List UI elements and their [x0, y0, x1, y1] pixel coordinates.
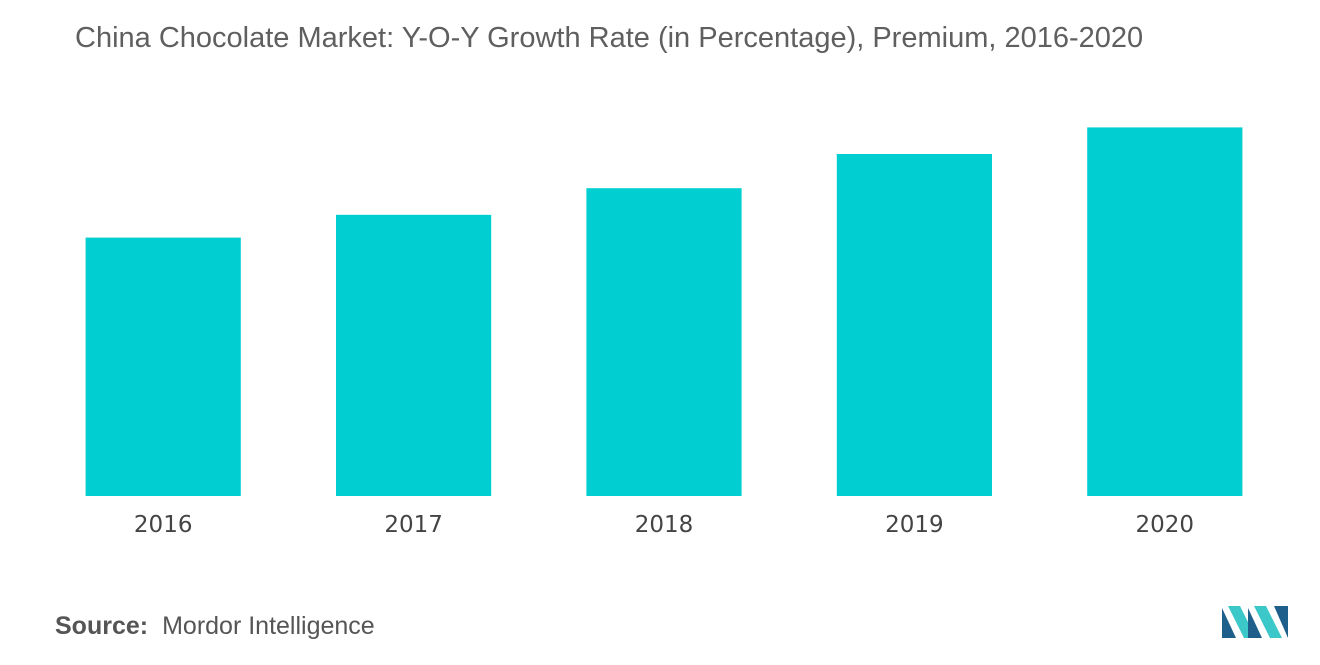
bar-group	[85, 127, 1243, 497]
x-axis-tick-labels: 2016 2017 2018 2019 2020	[134, 512, 1194, 538]
bar-2018	[586, 188, 742, 496]
x-tick-label-2017: 2017	[384, 512, 443, 538]
x-tick-label-2020: 2020	[1136, 512, 1195, 538]
x-tick-label-2018: 2018	[635, 512, 694, 538]
source-label: Source:	[55, 612, 149, 640]
source-note: Source: Mordor Intelligence	[55, 612, 375, 641]
bar-2017	[336, 214, 492, 497]
chart-title: China Chocolate Market: Y-O-Y Growth Rat…	[75, 22, 1144, 54]
x-tick-label-2016: 2016	[134, 512, 193, 538]
mordor-intelligence-logo-icon	[1222, 606, 1288, 638]
bar-2016	[85, 237, 241, 496]
bar-chart: 2016 2017 2018 2019 2020	[85, 127, 1243, 538]
bar-2019	[836, 154, 992, 496]
source-value: Mordor Intelligence	[162, 612, 375, 640]
x-tick-label-2019: 2019	[885, 512, 944, 538]
bar-2020	[1087, 127, 1243, 497]
